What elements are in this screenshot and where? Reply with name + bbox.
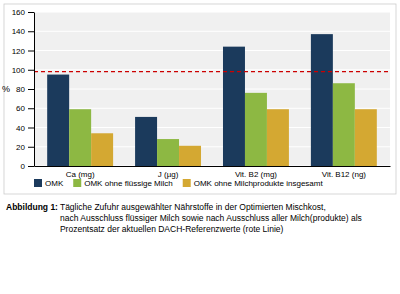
plot-background [34, 12, 390, 166]
y-tick-mark [28, 12, 34, 13]
x-tick: Vit. B12 (ng) [322, 166, 367, 179]
bar [311, 34, 333, 166]
y-tick-label: 40 [16, 124, 25, 133]
x-axis: Ca (mg) J (µg) Vit. B2 (mg) Vit. B12 (ng) [35, 166, 391, 179]
bar [245, 93, 267, 166]
y-tick: 160 [12, 8, 34, 17]
y-axis: 0 20 40 60 80 100 120 140 160 [12, 8, 35, 171]
x-tick: Ca (mg) [66, 166, 95, 179]
grid [34, 12, 390, 166]
chart-frame [4, 4, 396, 194]
legend-item: OMK ohne Milchprodukte insgesamt [183, 179, 324, 188]
chart-svg: 0 20 40 60 80 100 120 140 160 Ca (mg) J (µg) Vit. B… [0, 0, 400, 294]
bar [179, 146, 201, 166]
y-tick-mark [28, 51, 34, 52]
y-tick: 100 [12, 66, 34, 75]
y-tick-label: 100 [12, 66, 26, 75]
legend-label: OMK ohne flüssige Milch [84, 179, 172, 188]
bar [267, 109, 289, 166]
y-tick-mark [28, 166, 34, 167]
bar-series [47, 34, 333, 166]
y-tick-mark [28, 108, 34, 109]
y-tick-label: 20 [16, 143, 25, 152]
y-tick: 20 [16, 143, 34, 152]
y-axis-line [34, 13, 35, 167]
bar [157, 139, 179, 166]
legend: OMK OMK ohne flüssige Milch OMK ohne Milch… [34, 179, 323, 188]
plot-area: 0 20 40 60 80 100 120 140 160 Ca (mg) J (µg) Vit. B… [2, 8, 391, 179]
chart-container: 0 20 40 60 80 100 120 140 160 Ca (mg) J (µg) Vit. B… [0, 0, 400, 294]
bar [333, 83, 355, 166]
marks [34, 34, 390, 166]
y-tick-mark [28, 89, 34, 90]
y-tick: 0 [21, 162, 34, 171]
legend-label: OMK ohne Milchprodukte insgesamt [194, 179, 324, 188]
caption-line: Tägliche Zufuhr ausgewählter Nährstoffe … [60, 202, 326, 212]
x-tick: J (µg) [158, 166, 179, 179]
y-tick-label: 160 [12, 8, 26, 17]
bar [223, 47, 245, 166]
caption-line: nach Ausschluss flüssiger Milch sowie na… [60, 213, 362, 223]
y-tick-mark [28, 70, 34, 71]
y-tick-label: 140 [12, 27, 26, 36]
reference-line [34, 71, 390, 72]
y-tick-label: 60 [16, 104, 25, 113]
bar-series [69, 83, 355, 166]
legend-swatch [73, 179, 81, 187]
y-tick: 40 [16, 124, 34, 133]
caption-label: Abbildung 1: [6, 202, 58, 212]
x-tick: Vit. B2 (mg) [235, 166, 277, 179]
y-tick: 80 [16, 85, 34, 94]
y-tick-label: 120 [12, 47, 26, 56]
grid-line [34, 69, 390, 70]
x-tick-label: Ca (mg) [66, 170, 95, 179]
y-tick-label: 0 [21, 162, 26, 171]
y-tick: 120 [12, 47, 34, 56]
legend-item: OMK ohne flüssige Milch [73, 179, 172, 188]
x-tick-label: Vit. B2 (mg) [235, 170, 277, 179]
caption-text: Tägliche Zufuhr ausgewählter Nährstoffe … [60, 202, 362, 234]
bar [135, 117, 157, 166]
y-tick-mark [28, 128, 34, 129]
y-tick-mark [28, 31, 34, 32]
bar [47, 75, 69, 166]
bar [69, 109, 91, 166]
y-tick: 140 [12, 27, 34, 36]
y-tick-label: 80 [16, 85, 25, 94]
x-tick-label: Vit. B12 (ng) [322, 170, 367, 179]
grid-line [34, 12, 390, 13]
y-axis-label: % [2, 84, 10, 94]
bar [91, 133, 113, 166]
legend-label: OMK [45, 179, 64, 188]
bar [355, 109, 377, 166]
caption-line: Prozentsatz der aktuellen DACH-Referenzw… [60, 224, 284, 234]
x-tick-label: J (µg) [158, 170, 179, 179]
bar-series [91, 109, 377, 166]
x-axis-line [35, 166, 391, 167]
legend-swatch [34, 179, 42, 187]
y-tick-mark [28, 147, 34, 148]
grid-line [34, 31, 390, 32]
legend-item: OMK [34, 179, 64, 188]
legend-swatch [183, 179, 191, 187]
y-tick: 60 [16, 104, 34, 113]
grid-line [34, 50, 390, 51]
